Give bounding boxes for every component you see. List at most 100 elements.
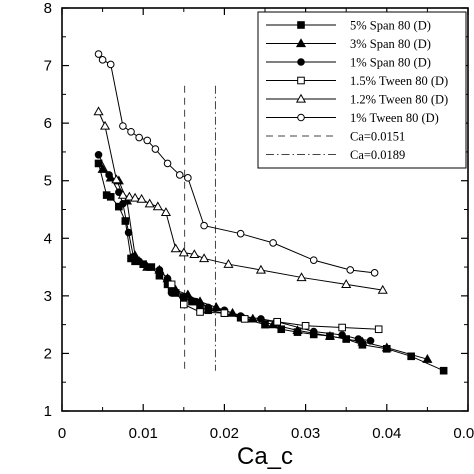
x-axis-title: Ca_c	[237, 443, 293, 470]
y-tick-label: 1	[44, 403, 52, 420]
legend-entry: Ca=0.0189	[266, 148, 405, 162]
data-point	[111, 174, 122, 184]
data-point	[97, 163, 108, 173]
y-tick-label: 2	[44, 345, 52, 362]
legend-marker	[295, 38, 307, 48]
data-point	[143, 136, 152, 145]
data-point	[130, 192, 141, 202]
series-group	[93, 50, 448, 375]
data-point	[277, 325, 286, 334]
legend-entry: 1% Tween 80 (D)	[266, 111, 439, 125]
data-point	[144, 198, 155, 208]
data-point	[129, 252, 138, 261]
series-5	[93, 106, 388, 294]
data-point	[94, 50, 103, 58]
legend-marker	[297, 113, 305, 122]
data-point	[354, 335, 363, 343]
data-point	[94, 151, 103, 159]
y-tick-label: 6	[44, 115, 52, 132]
data-point	[163, 274, 172, 283]
y-tick-label: 7	[44, 58, 52, 75]
legend-label: 3% Span 80 (D)	[350, 37, 431, 51]
data-point	[105, 171, 113, 179]
data-point	[240, 315, 249, 323]
data-point	[167, 289, 176, 297]
data-point	[200, 221, 208, 230]
data-point	[124, 228, 133, 237]
data-point	[94, 159, 103, 168]
legend-entry: 1.2% Tween 80 (D)	[266, 93, 448, 107]
data-point	[309, 256, 318, 264]
y-tick-label: 8	[44, 0, 52, 17]
data-point	[220, 309, 229, 317]
legend-marker	[295, 93, 307, 103]
legend-label: 1.5% Tween 80 (D)	[350, 74, 448, 88]
data-point	[196, 308, 204, 316]
data-point	[143, 263, 152, 271]
data-point	[170, 243, 181, 253]
data-point	[236, 229, 245, 238]
y-tick-label: 3	[44, 288, 52, 305]
legend-entry: 1% Span 80 (D)	[266, 56, 431, 70]
series-4	[167, 280, 383, 334]
legend-label: 1% Tween 80 (D)	[350, 111, 439, 125]
legend-entry: 3% Span 80 (D)	[266, 37, 431, 51]
data-point	[324, 330, 336, 340]
legend-label: Ca=0.0189	[350, 148, 405, 162]
x-tick-label: 0	[58, 425, 66, 442]
data-point	[99, 120, 111, 130]
y-tick-label: 4	[44, 230, 52, 247]
data-point	[117, 189, 128, 199]
data-point	[151, 145, 160, 153]
data-point	[422, 353, 433, 363]
data-point	[119, 122, 127, 130]
data-point	[309, 327, 318, 336]
data-point	[124, 191, 135, 201]
data-point	[184, 174, 192, 182]
legend: 5% Span 80 (D) 3% Span 80 (D) 1% Span 80 (…	[257, 11, 467, 169]
data-point	[273, 317, 281, 326]
x-tick-label: 0.01	[129, 425, 158, 442]
data-point	[292, 325, 303, 335]
data-point	[204, 303, 212, 312]
data-point	[152, 201, 163, 211]
data-point	[370, 269, 379, 277]
data-point	[155, 266, 164, 274]
data-point	[121, 217, 130, 225]
data-point	[180, 300, 188, 309]
data-point	[439, 366, 448, 375]
legend-marker	[297, 76, 305, 85]
data-point	[98, 56, 107, 64]
data-point	[175, 171, 184, 179]
data-point	[136, 193, 147, 203]
legend-marker	[297, 21, 305, 29]
data-point	[407, 352, 415, 361]
legend-entry: 5% Span 80 (D)	[266, 19, 431, 33]
legend-label: 1% Span 80 (D)	[350, 56, 431, 70]
series-6	[94, 50, 379, 277]
legend-entry: Ca=0.0151	[266, 130, 405, 144]
data-point	[296, 272, 307, 282]
legend-label: Ca=0.0151	[350, 130, 405, 144]
y-tick-label: 5	[44, 173, 52, 190]
data-point	[192, 297, 200, 306]
x-tick-label: 0.05	[453, 425, 474, 442]
data-point	[374, 325, 383, 334]
data-point	[119, 199, 127, 208]
data-point	[135, 133, 143, 142]
legend-label: 1.2% Tween 80 (D)	[350, 93, 448, 107]
data-point	[178, 247, 189, 257]
x-tick-label: 0.04	[372, 425, 401, 442]
data-point	[199, 253, 210, 263]
legend-marker	[297, 58, 305, 66]
data-point	[346, 266, 355, 274]
x-tick-label: 0.03	[291, 425, 320, 442]
reference-lines	[184, 85, 216, 371]
legend-entry: 1.5% Tween 80 (D)	[266, 74, 448, 88]
legend-label: 5% Span 80 (D)	[350, 19, 431, 33]
data-point	[127, 127, 135, 136]
data-point	[167, 280, 176, 289]
data-point	[106, 60, 115, 69]
data-point	[223, 258, 234, 268]
data-point	[160, 207, 171, 217]
